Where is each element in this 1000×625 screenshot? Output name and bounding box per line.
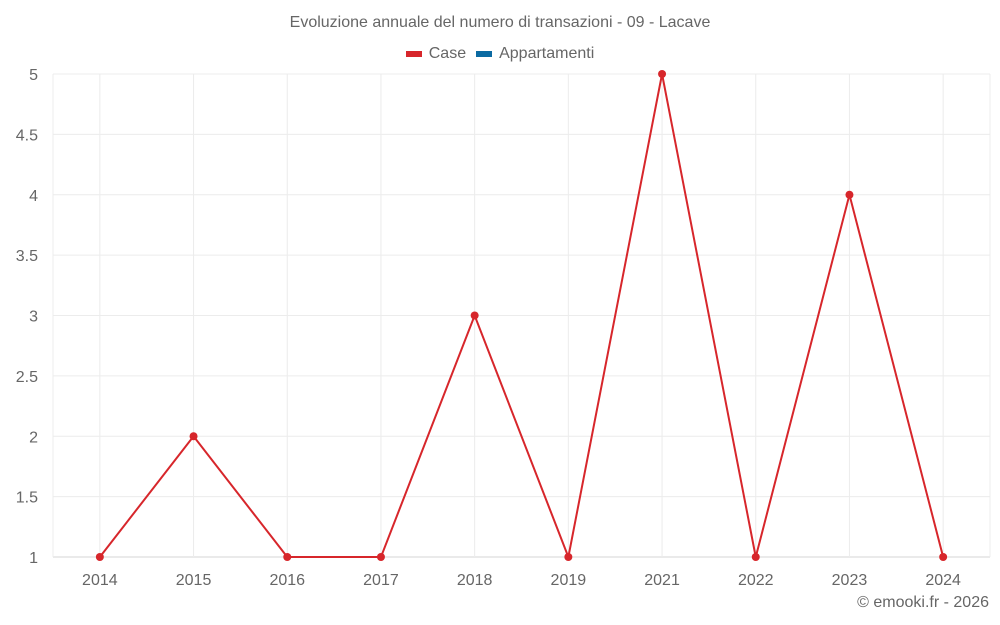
legend-swatch-appartamenti xyxy=(476,51,493,57)
y-tick-label: 5 xyxy=(29,67,38,84)
y-axis-ticks: 5 4.5 4 3.5 3 2.5 2 1.5 1 xyxy=(16,67,38,567)
x-tick-label: 2021 xyxy=(644,572,680,589)
x-tick-label: 2016 xyxy=(269,572,305,589)
x-tick-label: 2019 xyxy=(551,572,587,589)
data-point[interactable] xyxy=(283,553,292,561)
data-point[interactable] xyxy=(845,190,854,199)
x-tick-label: 2017 xyxy=(363,572,399,589)
x-tick-label: 2023 xyxy=(832,572,868,589)
series-case-line xyxy=(95,70,948,561)
x-axis-ticks: 2014 2015 2016 2017 2018 2019 2021 2022 2023 2024 xyxy=(82,572,961,589)
data-point[interactable] xyxy=(189,432,198,441)
legend-swatch-case xyxy=(405,51,422,57)
y-tick-label: 4.5 xyxy=(16,127,38,144)
data-point[interactable] xyxy=(95,553,104,561)
data-point[interactable] xyxy=(470,311,479,320)
y-tick-label: 2 xyxy=(29,429,38,446)
y-tick-label: 1.5 xyxy=(16,490,38,507)
y-tick-label: 3.5 xyxy=(16,248,38,265)
y-tick-label: 4 xyxy=(29,188,38,205)
x-tick-label: 2022 xyxy=(738,572,774,589)
y-tick-label: 3 xyxy=(29,309,38,326)
legend-label-appartamenti: Appartamenti xyxy=(499,45,595,62)
legend-item-appartamenti[interactable]: Appartamenti xyxy=(476,45,594,63)
data-point[interactable] xyxy=(751,553,760,561)
x-tick-label: 2018 xyxy=(457,572,493,589)
data-point[interactable] xyxy=(658,70,667,78)
x-tick-label: 2014 xyxy=(82,572,118,589)
data-point[interactable] xyxy=(564,553,573,561)
chart-legend: Case Appartamenti xyxy=(0,45,1000,63)
grid-lines xyxy=(52,73,991,558)
credit-text: © emooki.fr - 2026 xyxy=(857,594,989,611)
data-point[interactable] xyxy=(939,553,948,561)
data-point[interactable] xyxy=(376,553,385,561)
chart-title: Evoluzione annuale del numero di transaz… xyxy=(289,14,711,31)
y-tick-label: 1 xyxy=(29,550,38,567)
legend-item-case[interactable]: Case xyxy=(405,45,467,63)
y-tick-label: 2.5 xyxy=(16,369,38,386)
x-tick-label: 2024 xyxy=(925,572,961,589)
x-tick-label: 2015 xyxy=(176,572,212,589)
series-line xyxy=(99,73,945,561)
legend-label-case: Case xyxy=(428,45,467,62)
